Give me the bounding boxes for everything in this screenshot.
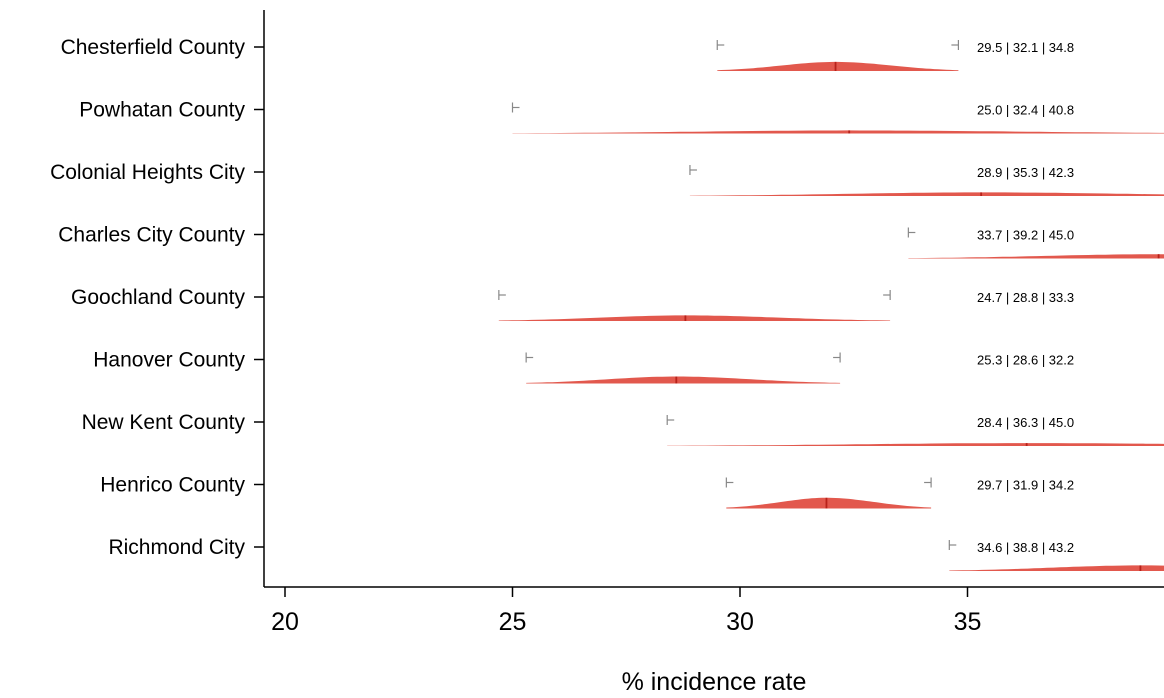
category-label: New Kent County: [82, 411, 246, 434]
value-label: 24.7 | 28.8 | 33.3: [977, 290, 1074, 305]
value-label: 25.3 | 28.6 | 32.2: [977, 353, 1074, 368]
x-tick-label: 20: [271, 608, 299, 636]
density-curve: [717, 61, 959, 71]
x-axis-title: % incidence rate: [622, 668, 807, 696]
ridge-chesterfield-county: Chesterfield County 29.5 | 32.1 | 34.8: [61, 36, 1074, 71]
density-curve: [498, 315, 891, 321]
value-label: 28.9 | 35.3 | 42.3: [977, 165, 1074, 180]
category-label: Powhatan County: [79, 99, 245, 122]
density-curve: [526, 376, 841, 384]
category-label: Colonial Heights City: [50, 161, 245, 184]
density-curve: [667, 443, 1164, 446]
category-label: Richmond City: [108, 536, 245, 559]
category-label: Goochland County: [71, 286, 245, 309]
ridge-henrico-county: Henrico County 29.7 | 31.9 | 34.2: [100, 474, 1074, 509]
ridge-new-kent-county: New Kent County 28.4 | 36.3 | 45.0: [82, 411, 1164, 446]
ridge-colonial-heights-city: Colonial Heights City 28.9 | 35.3 | 42.3: [50, 161, 1164, 196]
ridge-goochland-county: Goochland County 24.7 | 28.8 | 33.3: [71, 286, 1074, 321]
ridge-charles-city-county: Charles City County 33.7 | 39.2 | 45.0: [58, 224, 1164, 259]
value-label: 33.7 | 39.2 | 45.0: [977, 228, 1074, 243]
density-curve: [512, 130, 1164, 134]
x-tick-label: 25: [499, 608, 527, 636]
ridge-powhatan-county: Powhatan County 25.0 | 32.4 | 40.8: [79, 99, 1164, 134]
category-label: Chesterfield County: [61, 36, 246, 59]
value-label: 29.5 | 32.1 | 34.8: [977, 40, 1074, 55]
density-curve: [908, 254, 1164, 259]
value-label: 28.4 | 36.3 | 45.0: [977, 415, 1074, 430]
ridge-hanover-county: Hanover County 25.3 | 28.6 | 32.2: [93, 349, 1074, 384]
category-label: Charles City County: [58, 224, 245, 247]
value-label: 34.6 | 38.8 | 43.2: [977, 540, 1074, 555]
x-ticks-group: 20253035404550: [271, 587, 982, 636]
density-curve: [726, 497, 932, 509]
x-tick-label: 35: [954, 608, 982, 636]
density-curve: [949, 565, 1164, 571]
ridge-richmond-city: Richmond City 34.6 | 38.8 | 43.2: [108, 536, 1164, 571]
value-label: 29.7 | 31.9 | 34.2: [977, 478, 1074, 493]
density-curve: [689, 192, 1164, 196]
value-label: 25.0 | 32.4 | 40.8: [977, 103, 1074, 118]
ridges-group: Chesterfield County 29.5 | 32.1 | 34.8 Pow…: [50, 36, 1164, 571]
category-label: Henrico County: [100, 474, 245, 497]
category-label: Hanover County: [93, 349, 245, 372]
x-tick-label: 30: [726, 608, 754, 636]
